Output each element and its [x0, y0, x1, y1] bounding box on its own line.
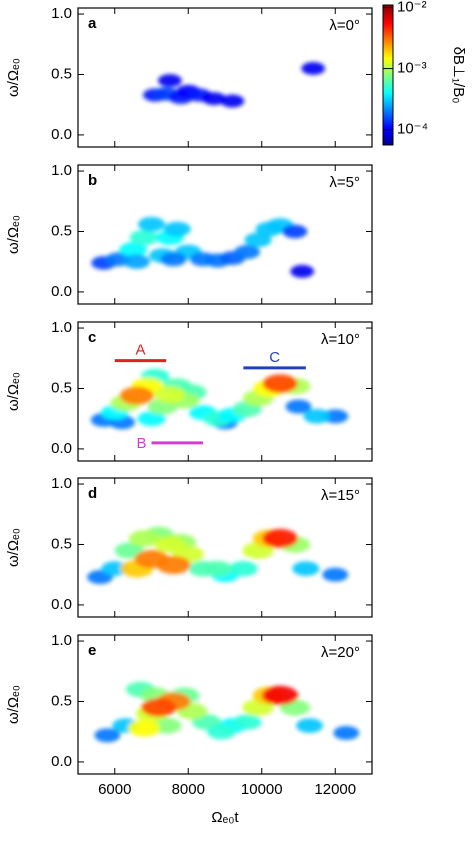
panel-title: λ=5°: [329, 174, 360, 191]
panel-title: λ=20°: [321, 644, 360, 661]
y-tick-label: 1.0: [51, 5, 72, 22]
colorbar: [382, 4, 394, 146]
spectral-blob: [207, 724, 236, 740]
spectral-blob: [137, 216, 166, 232]
y-tick-label: 0.5: [51, 379, 72, 396]
colorbar-label: δB⊥₁/B₀: [450, 47, 467, 104]
spectral-blob: [232, 714, 262, 730]
y-axis-label: ω/Ωₑ₀: [5, 372, 22, 411]
spectral-blob: [322, 567, 349, 582]
panel-label: c: [88, 329, 96, 346]
y-tick-label: 0.5: [51, 535, 72, 552]
spectral-blob: [262, 529, 298, 548]
spectral-blob: [128, 719, 161, 737]
spectral-blob: [203, 560, 233, 577]
panel-label: b: [88, 172, 97, 189]
spectral-blob: [154, 386, 186, 403]
x-tick-label: 6000: [98, 781, 131, 798]
y-tick-label: 0.0: [51, 440, 72, 457]
spectral-blob: [285, 399, 312, 414]
spectral-blob: [141, 698, 177, 717]
spectral-blob: [262, 374, 298, 393]
spectral-blob: [290, 264, 315, 278]
heatmap-layer: [90, 368, 349, 430]
spectral-blob: [295, 718, 324, 733]
spectral-blob: [123, 254, 151, 269]
annotation-label: A: [135, 342, 145, 359]
x-tick-label: 12000: [314, 781, 356, 798]
x-tick-label: 10000: [241, 781, 283, 798]
plot-frame: [77, 164, 373, 305]
spectral-blob: [119, 242, 148, 258]
spectral-blob: [282, 224, 308, 239]
spectral-blob: [262, 685, 299, 705]
y-tick-label: 1.0: [51, 162, 72, 179]
y-axis-label: ω/Ωₑ₀: [5, 685, 22, 724]
y-tick-label: 0.0: [51, 753, 72, 770]
spectral-blob: [322, 409, 349, 424]
heatmap-layer: [91, 216, 315, 278]
heatmap-layer: [143, 61, 326, 108]
y-axis-label: ω/Ωₑ₀: [5, 58, 22, 97]
heatmap-layer: [94, 681, 360, 743]
colorbar-tick-label: 10⁻³: [397, 60, 427, 77]
annotation-label: B: [136, 435, 146, 452]
spectral-blob: [101, 561, 129, 576]
y-tick-label: 0.0: [51, 283, 72, 300]
spectral-blob: [163, 221, 191, 237]
spectral-blob: [94, 728, 121, 743]
y-tick-label: 1.0: [51, 475, 72, 492]
plot-frame: [77, 634, 373, 775]
spectral-blob: [292, 561, 320, 576]
x-axis-label: Ωₑ₀t: [211, 809, 239, 826]
y-tick-label: 0.0: [51, 596, 72, 613]
y-tick-label: 1.0: [51, 319, 72, 336]
spectral-blob: [129, 229, 159, 246]
spectral-blob: [157, 74, 182, 87]
panel-title: λ=15°: [321, 487, 360, 504]
spectral-blob: [137, 411, 166, 427]
panel-label: d: [88, 485, 97, 502]
colorbar-tick-label: 10⁻⁴: [397, 121, 428, 138]
plot-frame: [77, 321, 373, 462]
plot-frame: [77, 7, 373, 148]
spectral-blob: [119, 386, 154, 405]
panel-title: λ=0°: [329, 17, 360, 34]
y-tick-label: 0.5: [51, 65, 72, 82]
annotation-label: C: [269, 349, 280, 366]
x-tick-label: 8000: [172, 781, 205, 798]
y-tick-label: 0.5: [51, 692, 72, 709]
panel-label: a: [88, 15, 97, 32]
spectral-blob: [301, 61, 326, 75]
plot-frame: [77, 477, 373, 618]
spectral-blob: [234, 245, 260, 259]
spectral-blob: [160, 252, 187, 267]
spectral-blob: [220, 94, 245, 108]
spectral-blob: [156, 556, 191, 575]
spectral-blob: [303, 409, 331, 424]
panel-label: e: [88, 642, 96, 659]
spectral-blob: [202, 92, 226, 106]
y-axis-label: ω/Ωₑ₀: [5, 215, 22, 254]
spectral-blob: [333, 725, 360, 740]
y-tick-label: 0.5: [51, 222, 72, 239]
y-tick-label: 1.0: [51, 632, 72, 649]
y-axis-label: ω/Ωₑ₀: [5, 528, 22, 567]
heatmap-layer: [87, 526, 349, 585]
y-tick-label: 0.0: [51, 126, 72, 143]
spectral-blob: [128, 530, 160, 547]
spectral-blob: [229, 560, 258, 577]
panel-title: λ=10°: [321, 331, 360, 348]
spectral-blob: [244, 232, 272, 248]
colorbar-tick-label: 10⁻²: [397, 0, 427, 15]
